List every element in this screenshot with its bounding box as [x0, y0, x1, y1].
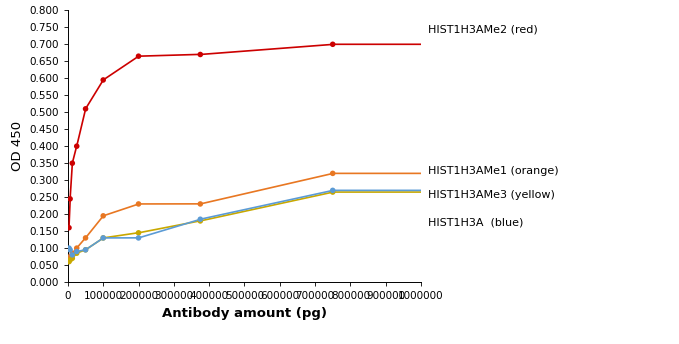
Point — [64, 259, 75, 265]
Point — [133, 230, 144, 236]
Point — [64, 245, 75, 251]
Point — [64, 256, 75, 261]
Text: HIST1H3A  (blue): HIST1H3A (blue) — [428, 217, 524, 227]
Point — [195, 52, 206, 57]
Point — [67, 250, 78, 256]
Point — [327, 171, 338, 176]
Point — [195, 216, 206, 222]
Point — [71, 245, 82, 251]
Point — [80, 247, 91, 252]
Point — [327, 189, 338, 195]
Point — [67, 160, 78, 166]
Point — [80, 235, 91, 241]
Point — [80, 106, 91, 111]
Point — [98, 213, 109, 218]
Text: HIST1H3AMe3 (yellow): HIST1H3AMe3 (yellow) — [428, 190, 555, 200]
Text: HIST1H3AMe2 (red): HIST1H3AMe2 (red) — [428, 24, 538, 34]
Point — [65, 196, 75, 202]
Point — [65, 254, 75, 259]
Point — [80, 247, 91, 252]
Y-axis label: OD 450: OD 450 — [11, 121, 24, 171]
Point — [133, 201, 144, 207]
Text: HIST1H3AMe1 (orange): HIST1H3AMe1 (orange) — [428, 166, 559, 176]
Point — [65, 247, 75, 252]
Point — [71, 143, 82, 149]
Point — [98, 235, 109, 241]
Point — [98, 235, 109, 241]
Point — [64, 225, 75, 230]
X-axis label: Antibody amount (pg): Antibody amount (pg) — [162, 307, 327, 320]
Point — [67, 252, 78, 258]
Point — [195, 201, 206, 207]
Point — [65, 257, 75, 263]
Point — [327, 187, 338, 193]
Point — [195, 218, 206, 224]
Point — [71, 249, 82, 254]
Point — [67, 256, 78, 261]
Point — [98, 77, 109, 83]
Point — [327, 42, 338, 47]
Point — [133, 235, 144, 241]
Point — [71, 250, 82, 256]
Point — [133, 53, 144, 59]
